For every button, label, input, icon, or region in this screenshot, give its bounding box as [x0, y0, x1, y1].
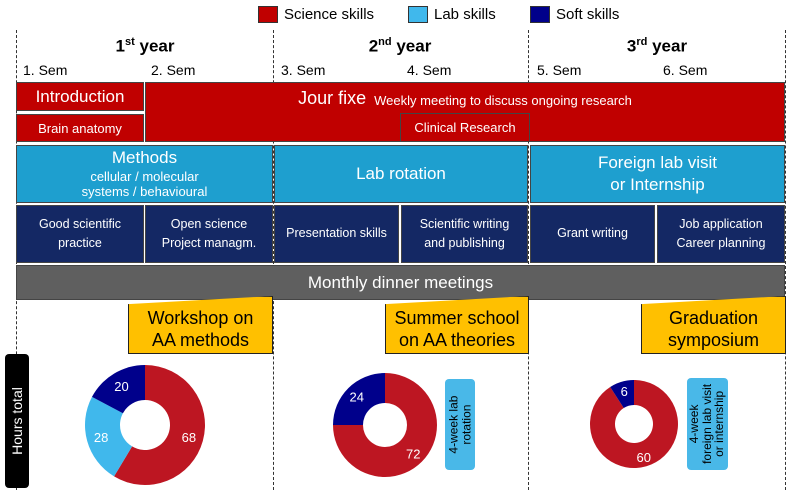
donut-slice-soft-skills: [610, 380, 634, 409]
semester-label: 5. Sem: [537, 62, 582, 78]
soft-skill-block: Grant writing: [530, 205, 655, 263]
foreign-lab-line: Foreign lab visit: [597, 152, 718, 172]
methods-title: Methods: [111, 148, 178, 168]
soft-skill-line: practice: [58, 236, 102, 250]
legend-swatch-science: [258, 6, 278, 23]
donut-value-label: 20: [114, 379, 128, 394]
donut-value-label: 6: [621, 384, 628, 399]
event-workshop: Workshop on AA methods: [128, 296, 273, 354]
soft-skill-block: Job application Career planning: [657, 205, 785, 263]
soft-skill-block: Open science Project managm.: [145, 205, 273, 263]
event-line: Workshop on: [147, 308, 254, 329]
note-line: 4-week lab: [446, 395, 461, 454]
semester-label: 6. Sem: [663, 62, 708, 78]
donut-value-label: 68: [182, 430, 196, 445]
clinical-research-block: Clinical Research: [400, 113, 530, 142]
note-line: or internship: [712, 390, 727, 458]
methods-subtitle: systems / behavioural: [81, 184, 208, 200]
soft-skill-line: Scientific writing: [419, 216, 510, 231]
event-summer-school: Summer school on AA theories: [385, 296, 529, 354]
note-lab-rotation: 4-week lab rotation: [445, 379, 475, 470]
year-3-heading: 3rd year: [626, 36, 688, 56]
donut-slice-lab-skills: [84, 396, 133, 477]
jour-fixe-title: Jour fixe: [298, 88, 367, 108]
divider: [273, 30, 274, 490]
divider: [528, 30, 529, 490]
event-line: Summer school: [394, 308, 520, 329]
legend-swatch-soft: [530, 6, 550, 23]
year-2-heading: 2nd year: [368, 36, 432, 56]
methods-block: Methods cellular / molecular systems / b…: [16, 145, 273, 203]
soft-skill-line: Career planning: [676, 236, 766, 250]
donut-value-label: 24: [349, 390, 363, 405]
soft-skill-line: Presentation skills: [286, 226, 387, 241]
introduction-block: Introduction: [16, 82, 144, 111]
legend-swatch-lab: [408, 6, 428, 23]
semester-label: 4. Sem: [407, 62, 452, 78]
semester-label: 1. Sem: [23, 62, 68, 78]
donut-value-label: 72: [406, 446, 420, 461]
donut-slice-science-skills: [590, 380, 678, 469]
legend-label: Soft skills: [556, 6, 620, 23]
semester-label: 2. Sem: [151, 62, 196, 78]
soft-skill-line: and publishing: [424, 236, 505, 250]
soft-skill-block: Good scientific practice: [16, 205, 144, 263]
legend-label: Lab skills: [434, 6, 496, 23]
methods-subtitle: cellular / molecular: [90, 168, 199, 184]
event-line: Graduation: [668, 308, 759, 329]
event-line: AA methods: [151, 330, 250, 350]
donut-slice-science-skills: [333, 373, 437, 477]
divider: [785, 30, 786, 490]
soft-skill-line: Project managm.: [161, 236, 257, 250]
event-line: symposium: [667, 330, 760, 350]
year-1-heading: 1st year: [115, 36, 175, 56]
semester-label: 3. Sem: [281, 62, 326, 78]
lab-rotation-block: Lab rotation: [274, 145, 528, 203]
note-line: rotation: [459, 404, 473, 445]
donut-slice-science-skills: [114, 365, 205, 485]
soft-skill-line: Good scientific: [39, 216, 121, 231]
soft-skill-line: Open science: [170, 216, 248, 231]
note-foreign-lab: 4-week foreign lab visit or internship: [687, 378, 728, 470]
monthly-dinner-block: Monthly dinner meetings: [16, 265, 785, 300]
brain-anatomy-block: Brain anatomy: [16, 114, 144, 142]
donut-value-label: 28: [94, 430, 108, 445]
soft-skill-block: Scientific writing and publishing: [401, 205, 528, 263]
foreign-lab-line: or Internship: [610, 175, 705, 194]
foreign-lab-block: Foreign lab visit or Internship: [530, 145, 785, 203]
donut-slice-soft-skills: [91, 365, 145, 414]
event-graduation: Graduation symposium: [641, 296, 786, 354]
donut-slice-soft-skills: [333, 373, 385, 425]
hours-total-label: Hours total: [5, 354, 29, 488]
event-line: on AA theories: [398, 330, 516, 350]
jour-fixe-description: Weekly meeting to discuss ongoing resear…: [374, 93, 632, 108]
donut-value-label: 60: [636, 450, 650, 465]
soft-skill-line: Grant writing: [557, 226, 628, 241]
soft-skill-block: Presentation skills: [274, 205, 399, 263]
soft-skill-line: Job application: [679, 216, 763, 231]
legend-label: Science skills: [284, 6, 375, 23]
